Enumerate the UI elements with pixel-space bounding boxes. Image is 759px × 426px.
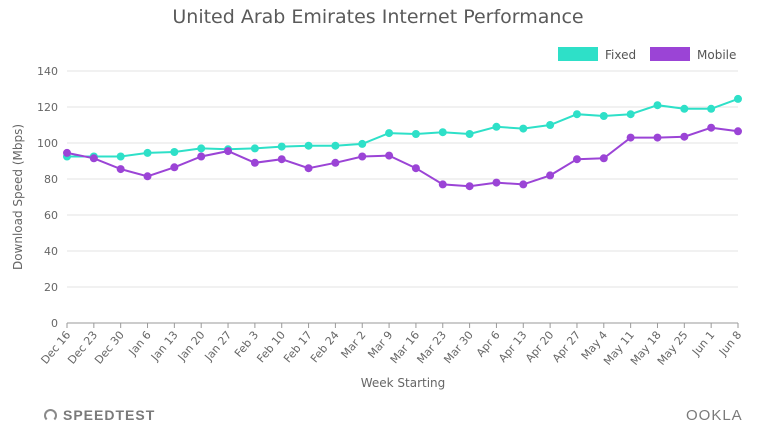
y-tick-label: 80 <box>44 173 58 186</box>
legend-label: Fixed <box>605 48 636 62</box>
y-tick-label: 120 <box>37 101 58 114</box>
data-point[interactable] <box>546 171 555 180</box>
legend[interactable]: Fixed Mobile <box>558 47 736 62</box>
y-tick-label: 60 <box>44 209 58 222</box>
y-tick-label: 100 <box>37 137 58 150</box>
y-axis-label: Download Speed (Mbps) <box>11 124 25 270</box>
x-tick-label: Feb 17 <box>281 329 315 366</box>
x-tick-label: Feb 10 <box>254 329 288 366</box>
y-tick-label: 40 <box>44 245 58 258</box>
x-tick-label: Jun 8 <box>716 329 744 359</box>
data-point[interactable] <box>546 121 555 129</box>
data-point[interactable] <box>599 112 608 120</box>
data-point[interactable] <box>492 178 501 187</box>
data-point[interactable] <box>385 151 394 160</box>
data-point[interactable] <box>250 144 259 153</box>
series-group <box>63 94 742 191</box>
data-point[interactable] <box>680 132 689 141</box>
data-point[interactable] <box>277 142 286 151</box>
data-point[interactable] <box>626 133 635 142</box>
data-point[interactable] <box>438 180 447 189</box>
data-point[interactable] <box>170 148 179 156</box>
chart-title: United Arab Emirates Internet Performanc… <box>172 6 583 28</box>
x-tick-label: Apr 13 <box>496 329 529 365</box>
x-tick-label: Jan 27 <box>202 329 235 365</box>
ookla-logo: OOKLA <box>686 407 743 424</box>
x-tick-label: Mar 2 <box>338 329 368 361</box>
data-point[interactable] <box>63 148 71 157</box>
data-point[interactable] <box>197 144 206 153</box>
data-point[interactable] <box>277 155 286 164</box>
legend-label: Mobile <box>697 48 736 62</box>
data-point[interactable] <box>116 152 125 161</box>
data-point[interactable] <box>250 158 259 167</box>
series-fixed <box>63 94 742 161</box>
speedtest-logo: SPEEDTEST <box>44 407 155 423</box>
data-point[interactable] <box>492 122 501 131</box>
x-axis-label: Week Starting <box>361 376 446 390</box>
grid-lines <box>67 70 738 324</box>
data-point[interactable] <box>653 101 662 110</box>
y-tick-label: 20 <box>44 281 58 294</box>
x-tick-label: Mar 30 <box>441 329 476 367</box>
data-point[interactable] <box>143 172 152 181</box>
data-point[interactable] <box>411 164 420 173</box>
data-point[interactable] <box>331 158 340 167</box>
series-line <box>66 126 739 188</box>
y-tick-label: 0 <box>51 317 58 330</box>
legend-item-fixed[interactable]: Fixed <box>558 47 636 62</box>
x-tick-label: Jan 20 <box>175 329 208 365</box>
speedometer-icon <box>44 409 57 422</box>
data-point[interactable] <box>707 104 716 113</box>
data-point[interactable] <box>707 123 716 132</box>
x-tick-label: Jan 13 <box>148 329 181 365</box>
x-tick-label: Apr 27 <box>550 329 583 365</box>
x-tick-label: Apr 20 <box>523 329 556 365</box>
data-point[interactable] <box>734 94 742 103</box>
speedtest-brand-text: SPEEDTEST <box>63 407 156 423</box>
data-point[interactable] <box>197 152 206 161</box>
data-point[interactable] <box>519 124 528 133</box>
data-point[interactable] <box>385 129 394 138</box>
series-line <box>67 97 739 158</box>
data-point[interactable] <box>438 128 447 137</box>
data-point[interactable] <box>143 148 152 157</box>
y-tick-label: 140 <box>37 65 58 78</box>
x-tick-label: Dec 30 <box>92 329 127 367</box>
data-point[interactable] <box>170 163 179 172</box>
data-point[interactable] <box>331 141 340 150</box>
data-point[interactable] <box>572 110 581 119</box>
data-point[interactable] <box>411 130 420 138</box>
legend-swatch <box>558 47 598 61</box>
legend-swatch <box>650 47 690 61</box>
data-point[interactable] <box>519 180 528 189</box>
data-point[interactable] <box>734 127 742 136</box>
data-point[interactable] <box>304 164 313 173</box>
data-point[interactable] <box>465 130 474 138</box>
data-point[interactable] <box>304 141 313 150</box>
data-point[interactable] <box>572 155 581 164</box>
data-point[interactable] <box>653 133 662 142</box>
x-tick-label: Jun 1 <box>689 329 717 359</box>
data-point[interactable] <box>680 104 689 113</box>
y-tick-labels: 0 20 40 60 80 100 120 140 <box>37 65 58 330</box>
data-point[interactable] <box>358 139 367 148</box>
data-point[interactable] <box>626 110 635 119</box>
data-point[interactable] <box>89 154 98 163</box>
data-point[interactable] <box>358 152 367 161</box>
data-point[interactable] <box>599 154 608 163</box>
legend-item-mobile[interactable]: Mobile <box>650 47 736 62</box>
series-mobile <box>63 123 742 191</box>
data-point[interactable] <box>224 147 233 156</box>
data-point[interactable] <box>116 165 125 174</box>
data-point[interactable] <box>465 182 474 191</box>
x-tick-label: Feb 24 <box>308 329 342 366</box>
